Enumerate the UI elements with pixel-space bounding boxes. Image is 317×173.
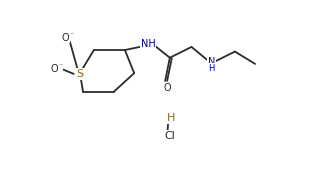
Text: ⁻: ⁻ <box>69 30 74 39</box>
Text: N: N <box>208 57 215 67</box>
Text: O: O <box>164 83 171 93</box>
Text: S: S <box>76 69 83 79</box>
Text: O: O <box>50 63 58 74</box>
Text: H: H <box>209 64 215 73</box>
Text: NH: NH <box>141 39 156 49</box>
Text: ⁻: ⁻ <box>59 61 62 70</box>
Text: H: H <box>167 113 176 123</box>
Text: Cl: Cl <box>165 131 175 141</box>
Text: O: O <box>61 33 69 43</box>
